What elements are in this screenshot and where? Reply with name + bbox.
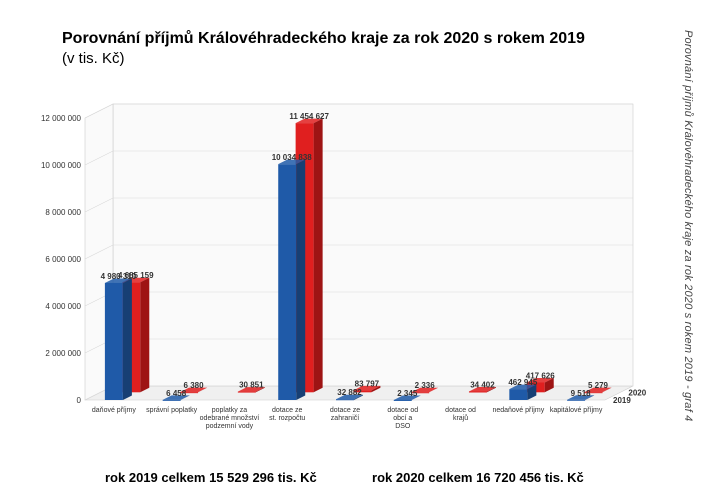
svg-text:10 000 000: 10 000 000 (41, 161, 82, 170)
svg-text:podzemní vody: podzemní vody (206, 423, 254, 430)
svg-text:4 000 000: 4 000 000 (45, 302, 81, 311)
svg-text:10 034 838: 10 034 838 (272, 153, 313, 162)
svg-text:83 797: 83 797 (355, 379, 380, 388)
svg-text:6 000 000: 6 000 000 (45, 255, 81, 264)
svg-text:poplatky za: poplatky za (212, 407, 248, 414)
svg-text:kapitálové příjmy: kapitálové příjmy (550, 407, 603, 414)
svg-text:0: 0 (77, 396, 82, 405)
svg-text:6 458: 6 458 (166, 389, 187, 398)
svg-text:odebrané množství: odebrané množství (200, 415, 260, 422)
svg-text:9 518: 9 518 (571, 389, 592, 398)
svg-text:2 336: 2 336 (415, 381, 436, 390)
svg-text:nedaňové příjmy: nedaňové příjmy (492, 407, 544, 414)
svg-text:2 345: 2 345 (397, 389, 418, 398)
totals-line: rok 2019 celkem 15 529 296 tis. Kč rok 2… (105, 470, 584, 485)
svg-text:dotace od: dotace od (387, 407, 418, 414)
svg-text:dotace ze: dotace ze (272, 407, 302, 414)
svg-text:11 454 627: 11 454 627 (289, 112, 329, 121)
svg-text:2 000 000: 2 000 000 (45, 349, 81, 358)
svg-text:30 851: 30 851 (239, 381, 264, 390)
svg-text:st. rozpočtu: st. rozpočtu (269, 415, 305, 422)
side-caption: Porovnání příjmů Královéhradeckého kraje… (682, 30, 694, 421)
chart-title: Porovnání příjmů Královéhradeckého kraje… (62, 30, 585, 48)
svg-text:DSO: DSO (395, 423, 411, 430)
svg-text:daňové příjmy: daňové příjmy (92, 407, 136, 414)
total-2019: rok 2019 celkem 15 529 296 tis. Kč (105, 470, 317, 485)
svg-text:2019: 2019 (613, 396, 631, 405)
total-2020: rok 2020 celkem 16 720 456 tis. Kč (372, 470, 584, 485)
svg-text:4 980 310: 4 980 310 (101, 272, 137, 281)
svg-text:34 402: 34 402 (470, 380, 495, 389)
svg-text:12 000 000: 12 000 000 (41, 114, 82, 123)
svg-text:krajů: krajů (453, 414, 468, 422)
svg-text:8 000 000: 8 000 000 (45, 208, 81, 217)
svg-text:6 380: 6 380 (184, 381, 205, 390)
svg-text:32 882: 32 882 (337, 388, 362, 397)
svg-text:dotace ze: dotace ze (330, 407, 360, 414)
bar-chart: 0 2 000 000 4 000 000 6 000 000 8 000 000 10 … (30, 90, 650, 440)
svg-text:dotace od: dotace od (445, 407, 476, 414)
svg-text:správní poplatky: správní poplatky (146, 407, 197, 414)
svg-text:2020: 2020 (628, 388, 646, 397)
chart-subtitle: (v tis. Kč) (62, 50, 125, 67)
svg-text:zahraničí: zahraničí (331, 415, 359, 422)
svg-text:462 945: 462 945 (508, 378, 537, 387)
svg-text:obcí a: obcí a (393, 415, 412, 422)
svg-text:5 279: 5 279 (588, 381, 609, 390)
